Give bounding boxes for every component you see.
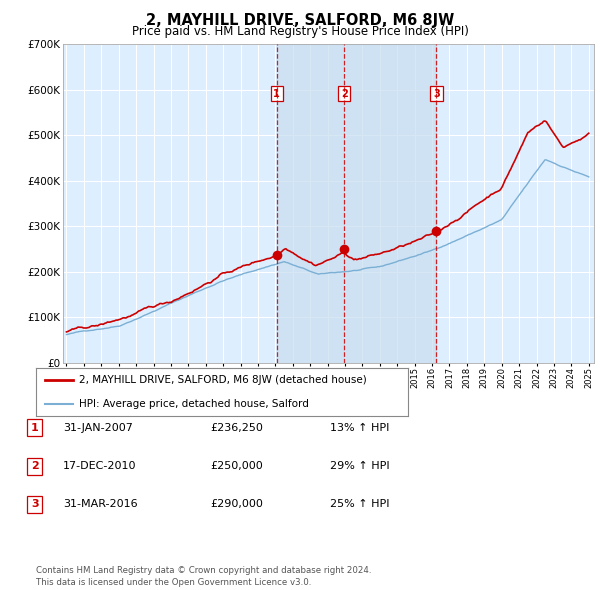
Text: 2, MAYHILL DRIVE, SALFORD, M6 8JW: 2, MAYHILL DRIVE, SALFORD, M6 8JW xyxy=(146,13,454,28)
Bar xyxy=(277,44,436,363)
Text: 3: 3 xyxy=(31,500,38,509)
Text: 3: 3 xyxy=(433,88,440,99)
Text: Price paid vs. HM Land Registry's House Price Index (HPI): Price paid vs. HM Land Registry's House … xyxy=(131,25,469,38)
Text: 29% ↑ HPI: 29% ↑ HPI xyxy=(330,461,389,471)
Text: 17-DEC-2010: 17-DEC-2010 xyxy=(63,461,137,471)
Text: 2: 2 xyxy=(341,88,348,99)
Text: 31-JAN-2007: 31-JAN-2007 xyxy=(63,423,133,432)
Text: 2, MAYHILL DRIVE, SALFORD, M6 8JW (detached house): 2, MAYHILL DRIVE, SALFORD, M6 8JW (detac… xyxy=(79,375,367,385)
Text: 25% ↑ HPI: 25% ↑ HPI xyxy=(330,500,389,509)
Text: 1: 1 xyxy=(31,423,38,432)
Text: 31-MAR-2016: 31-MAR-2016 xyxy=(63,500,137,509)
Text: £236,250: £236,250 xyxy=(210,423,263,432)
Text: £290,000: £290,000 xyxy=(210,500,263,509)
Text: 1: 1 xyxy=(274,88,280,99)
Text: Contains HM Land Registry data © Crown copyright and database right 2024.
This d: Contains HM Land Registry data © Crown c… xyxy=(36,566,371,587)
Text: 13% ↑ HPI: 13% ↑ HPI xyxy=(330,423,389,432)
Text: £250,000: £250,000 xyxy=(210,461,263,471)
Text: HPI: Average price, detached house, Salford: HPI: Average price, detached house, Salf… xyxy=(79,399,308,409)
Text: 2: 2 xyxy=(31,461,38,471)
